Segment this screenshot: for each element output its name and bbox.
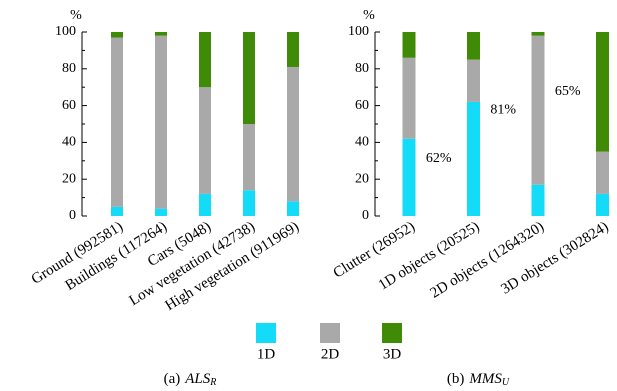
bar-segment [243, 32, 255, 124]
y-tick-label: 60 [355, 98, 369, 113]
bar-segment [243, 124, 255, 191]
bar-segment [402, 32, 416, 58]
y-axis-label: % [70, 8, 82, 23]
y-tick-label: 0 [69, 208, 76, 223]
bar-segment [111, 37, 123, 207]
legend-label: 1D [257, 346, 276, 362]
bar-segment [531, 35, 545, 185]
bar-segment [287, 201, 299, 216]
subtitle-subscript: U [502, 377, 510, 388]
subtitle-label: (a) [164, 371, 181, 387]
bar-segment [402, 57, 416, 139]
value-label: 62% [426, 151, 452, 166]
bar-segment [199, 32, 211, 88]
bar-segment [287, 32, 299, 67]
bar-segment [596, 193, 609, 216]
legend-label: 3D [383, 346, 402, 362]
bar-segment [111, 206, 123, 216]
bar-segment [531, 32, 545, 36]
subtitle: (a) ALSR [164, 371, 217, 388]
bar-segment [243, 190, 255, 216]
y-tick-label: 100 [348, 24, 369, 39]
bar-segment [199, 193, 211, 216]
bar-segment [287, 66, 299, 202]
bar-segment [596, 151, 609, 194]
y-tick-label: 0 [362, 208, 369, 223]
bar-segment [155, 35, 167, 209]
bar-segment [467, 32, 480, 60]
y-tick-label: 20 [62, 171, 76, 186]
subtitle-subscript: R [209, 377, 216, 388]
y-axis-label: % [363, 8, 375, 23]
y-tick-label: 20 [355, 171, 369, 186]
legend-label: 2D [321, 346, 340, 362]
subtitle-name: MMS [468, 371, 502, 387]
bar-segment [155, 32, 167, 36]
y-tick-label: 100 [55, 24, 76, 39]
x-tick-label: 3D objects (302824) [498, 219, 611, 298]
y-tick-label: 60 [62, 98, 76, 113]
bar-segment [467, 101, 480, 216]
legend-swatch [320, 323, 340, 343]
bar-segment [467, 59, 480, 102]
subtitle: (b) MMSU [447, 371, 510, 388]
value-label: 81% [490, 102, 516, 117]
y-tick-label: 80 [355, 61, 369, 76]
y-tick-label: 80 [62, 61, 76, 76]
bar-segment [531, 184, 545, 216]
bar-segment [199, 87, 211, 194]
subtitle-label: (b) [447, 371, 465, 387]
bar-segment [111, 32, 123, 38]
bar-segment [402, 138, 416, 216]
subtitle-name: ALS [184, 371, 211, 387]
y-tick-label: 40 [355, 135, 369, 150]
x-tick-label: 2D objects (1264320) [428, 219, 547, 302]
value-label: 65% [555, 84, 581, 99]
bar-segment [596, 32, 609, 152]
legend-swatch [256, 323, 276, 343]
y-tick-label: 40 [62, 135, 76, 150]
bar-segment [155, 208, 167, 216]
legend-swatch [382, 323, 402, 343]
